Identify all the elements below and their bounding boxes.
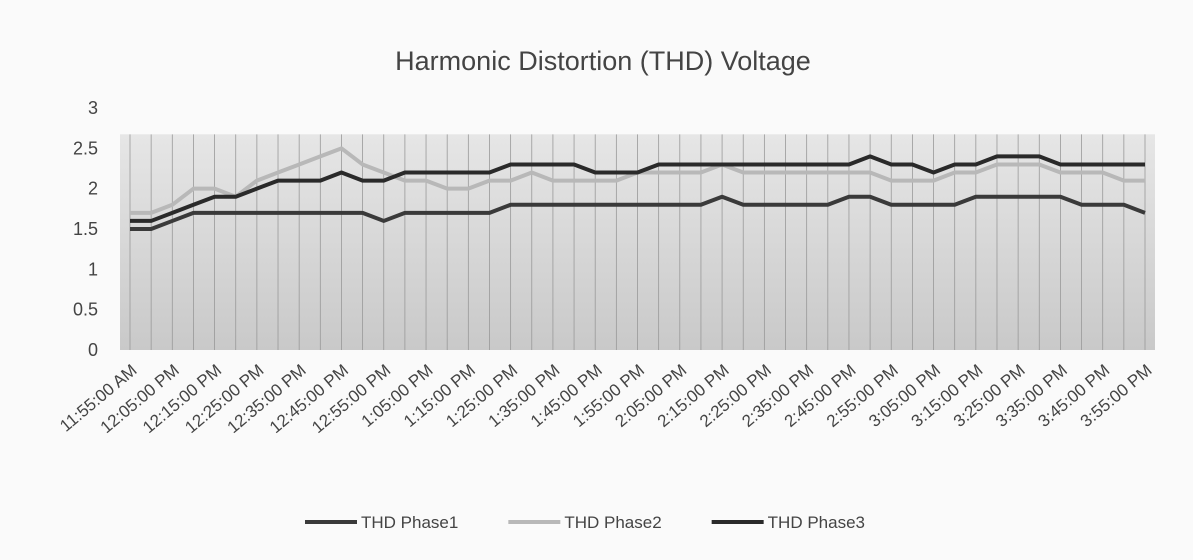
- y-tick-label: 3: [88, 98, 98, 118]
- series-line: [130, 194, 1146, 231]
- legend-label: THD Phase2: [564, 513, 661, 532]
- y-tick-label: 0.5: [73, 300, 98, 320]
- y-tick-label: 1.5: [73, 219, 98, 239]
- y-tick-label: 2: [88, 179, 98, 199]
- series-line: [130, 154, 1145, 223]
- y-tick-label: 2.5: [73, 138, 98, 158]
- legend-label: THD Phase3: [768, 513, 865, 532]
- chart-title: Harmonic Distortion (THD) Voltage: [395, 46, 811, 76]
- y-tick-label: 1: [88, 259, 98, 279]
- y-tick-label: 0: [88, 340, 98, 360]
- legend-label: THD Phase1: [361, 513, 458, 532]
